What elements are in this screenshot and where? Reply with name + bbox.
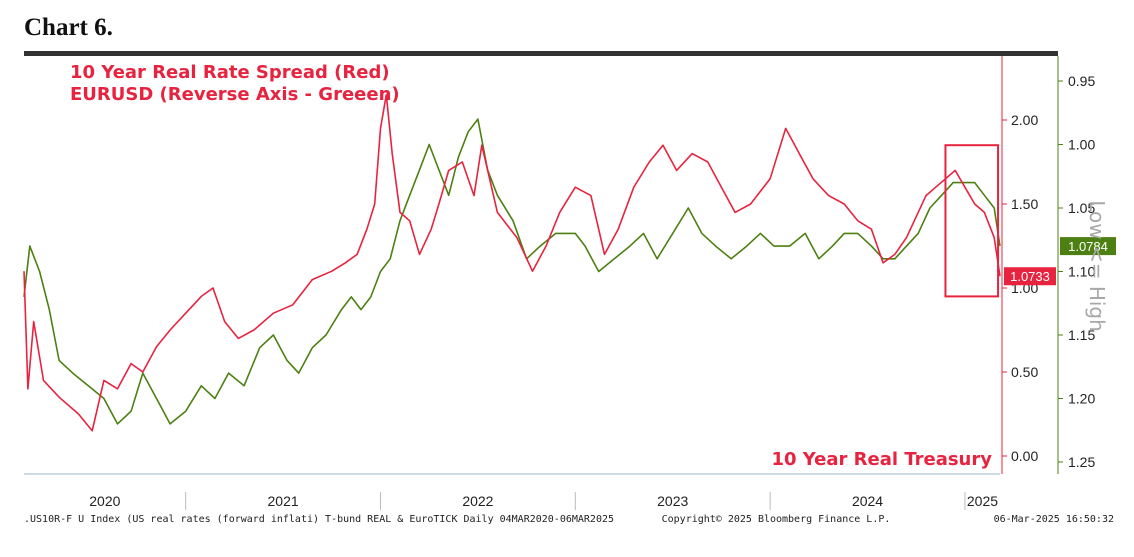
- green-axis-tick-label: 1.20: [1068, 391, 1095, 407]
- green-axis-tick-label: 1.10: [1068, 264, 1095, 280]
- green-axis-tick-label: 1.05: [1068, 200, 1095, 216]
- real-rate-spread-series-line: [23, 94, 1001, 432]
- annotation-real-treasury: 10 Year Real Treasury: [771, 449, 992, 470]
- eurusd-series-line: [23, 118, 1001, 425]
- green-last-value-label: 1.0784: [1068, 239, 1108, 254]
- x-tick-label: 2022: [462, 493, 493, 509]
- red-last-value-tag: [1004, 267, 1056, 286]
- x-tick-label: 2021: [268, 493, 299, 509]
- x-tick-label: 2024: [852, 493, 883, 509]
- green-axis-tick-label: 1.15: [1068, 327, 1095, 343]
- footer-copyright: Copyright© 2025 Bloomberg Finance L.P.: [662, 514, 891, 525]
- x-tick-label: 2023: [657, 493, 688, 509]
- green-axis-tick-label: 1.00: [1068, 137, 1095, 153]
- chart-title-line: 10 Year Real Rate Spread (Red): [70, 62, 390, 83]
- green-axis-tick-label: 0.95: [1068, 73, 1095, 89]
- chart-title-line: EURUSD (Reverse Axis - Greeen): [70, 84, 400, 105]
- reverse-axis-label: Low <= High: [1085, 200, 1109, 332]
- red-axis-tick-label: 2.00: [1011, 112, 1038, 128]
- top-rule: [24, 51, 1058, 56]
- red-axis-tick-label: 0.00: [1011, 448, 1038, 464]
- red-axis-tick-label: 1.50: [1011, 196, 1038, 212]
- green-axis-tick-label: 1.25: [1068, 454, 1095, 470]
- red-axis-tick-label: 0.50: [1011, 364, 1038, 380]
- chart-heading: Chart 6.: [24, 14, 113, 41]
- x-tick-label: 2020: [89, 493, 120, 509]
- footer-timestamp: 06-Mar-2025 16:50:32: [994, 514, 1114, 525]
- highlight-box: [944, 144, 1000, 298]
- red-last-value-label: 1.0733: [1010, 269, 1050, 284]
- green-last-value-tag: [1060, 237, 1116, 256]
- x-tick-label: 2025: [967, 493, 998, 509]
- footer-source: .US10R-F U Index (US real rates (forward…: [24, 514, 614, 525]
